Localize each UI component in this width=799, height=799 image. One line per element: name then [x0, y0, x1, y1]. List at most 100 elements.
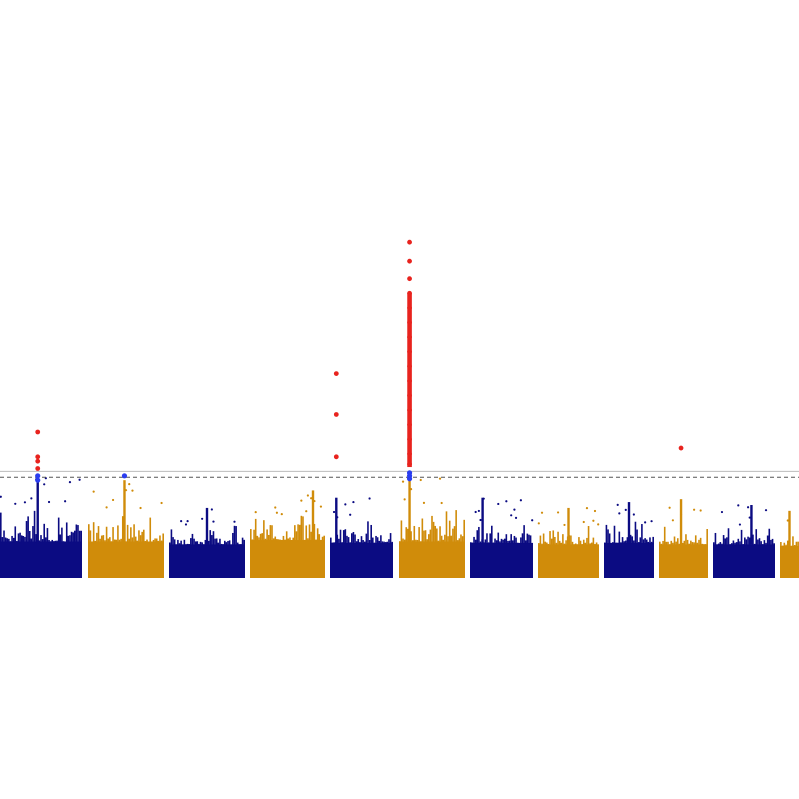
block-point-column: [621, 537, 624, 544]
block-point-column: [295, 531, 298, 542]
data-point: [671, 519, 674, 522]
block-point-column: [714, 532, 717, 546]
block-point-column: [785, 544, 787, 547]
data-point: [332, 510, 336, 514]
block-point-column: [251, 539, 254, 542]
block-point-column: [448, 520, 451, 543]
peak-column-7: [481, 497, 484, 543]
data-point: [419, 478, 422, 482]
chromosome-block-4: [250, 490, 325, 578]
block-point-column: [681, 542, 684, 546]
block-point-column: [338, 538, 340, 544]
block-point-column: [752, 534, 754, 546]
data-point: [92, 490, 95, 493]
block-point-column: [573, 544, 575, 546]
peak-column-10: [679, 499, 683, 545]
block-point-column: [172, 537, 174, 546]
block-point-column: [424, 530, 427, 543]
block-point-column: [91, 541, 93, 543]
block-point-column: [683, 540, 686, 546]
block-point-column: [51, 539, 54, 543]
block-point-column: [453, 526, 456, 543]
block-point-column: [130, 527, 132, 543]
block-point-column: [72, 532, 74, 543]
block-point-column: [737, 538, 740, 546]
block-point-column: [429, 529, 432, 543]
block-point-column: [473, 536, 475, 544]
block-point-column: [719, 542, 722, 546]
block-point-column: [154, 538, 156, 543]
block-point-column: [748, 537, 751, 546]
block-point-column: [181, 544, 184, 546]
block-point-column: [652, 536, 654, 544]
block-point-column: [54, 540, 57, 543]
block-point-column: [691, 542, 694, 546]
significant-hit-point: [333, 412, 339, 417]
data-point: [597, 523, 600, 526]
block-point-column: [202, 544, 205, 546]
block-point-column: [558, 540, 561, 546]
block-point-column: [613, 525, 616, 544]
block-point-column: [341, 542, 343, 544]
block-point-column: [388, 539, 390, 544]
block-point-column: [241, 537, 244, 546]
block-point-column: [118, 539, 121, 543]
block-point-column: [17, 533, 20, 543]
block-point-column: [193, 538, 195, 546]
block-point-column: [49, 541, 52, 543]
block-point-column: [790, 545, 793, 547]
peak-column-4: [311, 490, 315, 541]
block-point-column: [230, 544, 233, 546]
block-point-column: [565, 540, 567, 546]
data-point: [274, 506, 277, 509]
block-point-column: [160, 540, 163, 543]
block-point-column: [582, 539, 585, 546]
block-point-column: [112, 527, 114, 543]
block-point-column: [321, 536, 324, 542]
block-point-column: [650, 541, 653, 544]
chromosome-block-8: [537, 507, 600, 578]
block-point-column: [25, 521, 28, 543]
block-point-column: [587, 526, 590, 546]
block-point-column: [370, 524, 372, 544]
block-point-column: [56, 540, 58, 543]
block-point-column: [8, 538, 10, 543]
peak-column-6: [408, 475, 411, 542]
block-point-column: [94, 540, 97, 543]
block-point-column: [495, 540, 498, 544]
block-point-column: [431, 515, 433, 543]
block-point-column: [529, 535, 532, 544]
block-point-column: [442, 539, 445, 543]
block-point-column: [276, 538, 278, 542]
block-point-column: [639, 537, 642, 544]
block-point-column: [407, 528, 409, 543]
block-point-column: [334, 542, 337, 544]
block-point-column: [141, 531, 143, 543]
block-point-column: [267, 534, 270, 542]
block-point-column: [217, 542, 220, 546]
block-point-column: [416, 539, 419, 543]
chromosome-block-3: [169, 507, 245, 578]
block-point-column: [694, 535, 697, 546]
block-point-column: [300, 515, 303, 542]
block-point-column: [730, 543, 733, 546]
chromosome-block-9: [604, 502, 654, 578]
block-point-column: [61, 527, 63, 543]
block-point-column: [685, 534, 687, 546]
block-point-column: [605, 524, 608, 544]
block-point-column: [739, 541, 741, 546]
suggestive-hit-point: [35, 473, 41, 479]
chromosome-block-11: [713, 504, 775, 578]
block-point-column: [121, 516, 124, 543]
block-point-column: [678, 543, 681, 546]
block-point-column: [626, 537, 629, 544]
block-point-column: [515, 537, 517, 544]
block-point-column: [795, 541, 798, 547]
block-point-column: [376, 537, 379, 544]
block-point-column: [191, 533, 194, 546]
block-point-column: [528, 534, 530, 544]
block-point-column: [186, 543, 189, 546]
block-point-column: [22, 535, 25, 543]
block-point-column: [539, 535, 542, 546]
block-point-column: [589, 543, 591, 546]
